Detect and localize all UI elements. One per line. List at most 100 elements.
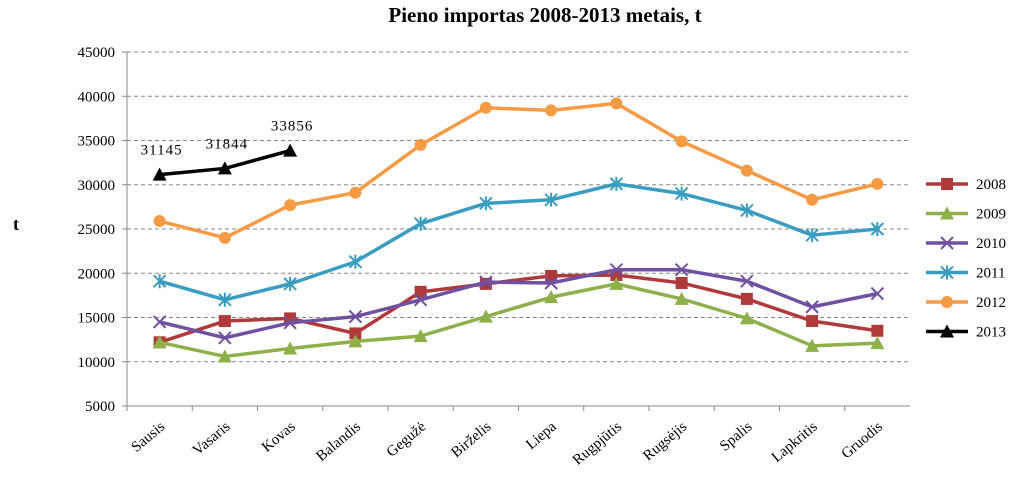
- marker: [413, 293, 428, 307]
- marker: [805, 228, 819, 243]
- legend-label: 2012: [976, 295, 1006, 311]
- marker: [283, 316, 297, 330]
- legend-label: 2009: [976, 207, 1006, 223]
- marker: [284, 199, 297, 212]
- chart-title: Pieno importas 2008-2013 metais, t: [388, 3, 701, 27]
- marker: [609, 276, 624, 290]
- y-tick-label: 10000: [78, 355, 116, 371]
- marker: [218, 315, 231, 328]
- x-tick-label: Birželis: [448, 419, 494, 461]
- y-tick-label: 15000: [78, 311, 116, 327]
- series-line: [159, 273, 878, 344]
- series-line: [159, 182, 878, 302]
- legend-label: 2011: [976, 266, 1005, 282]
- marker: [739, 311, 754, 325]
- marker: [940, 206, 954, 220]
- marker: [740, 203, 754, 218]
- marker: [349, 327, 362, 340]
- marker: [940, 324, 954, 338]
- x-tick-label: Gruodis: [839, 419, 886, 462]
- marker: [740, 164, 753, 177]
- marker: [349, 186, 362, 199]
- marker: [806, 315, 819, 328]
- marker: [610, 97, 623, 110]
- marker: [544, 192, 558, 207]
- marker: [941, 178, 953, 190]
- marker: [544, 290, 559, 304]
- x-tick-label: Rugpjūtis: [570, 419, 625, 469]
- marker: [674, 263, 689, 277]
- marker: [217, 161, 232, 175]
- y-tick-label: 20000: [78, 266, 116, 282]
- marker: [940, 265, 954, 280]
- y-tick-label: 35000: [78, 134, 116, 150]
- marker: [348, 309, 363, 324]
- y-axis-label: t: [13, 214, 19, 234]
- marker: [218, 292, 232, 307]
- x-tick-label: Sausis: [129, 419, 169, 456]
- marker: [414, 138, 427, 151]
- x-tick-label: Spalis: [717, 419, 756, 455]
- data-label: 31844: [206, 136, 249, 152]
- marker: [153, 215, 166, 228]
- marker: [217, 349, 232, 363]
- marker: [218, 331, 232, 345]
- series-line: [159, 101, 878, 240]
- marker: [348, 254, 363, 269]
- x-tick-label: Liepa: [523, 419, 560, 453]
- x-tick-label: Kovas: [259, 419, 299, 456]
- x-tick-label: Lapkritis: [769, 419, 821, 466]
- marker: [152, 315, 167, 329]
- marker: [871, 177, 884, 190]
- marker: [871, 324, 884, 337]
- marker: [675, 276, 688, 289]
- marker: [805, 300, 819, 314]
- y-tick-label: 5000: [85, 399, 115, 415]
- marker: [414, 285, 427, 298]
- marker: [479, 196, 493, 211]
- data-label: 33856: [271, 119, 314, 135]
- marker: [675, 135, 688, 148]
- legend-label: 2013: [976, 325, 1006, 341]
- y-tick-label: 40000: [78, 89, 116, 105]
- marker: [941, 296, 953, 308]
- y-tick-label: 25000: [78, 222, 116, 238]
- marker: [544, 276, 558, 290]
- marker: [283, 143, 298, 157]
- marker: [413, 329, 428, 343]
- y-tick-label: 30000: [78, 178, 116, 194]
- x-tick-label: Balandis: [313, 419, 364, 465]
- marker: [478, 309, 493, 323]
- marker: [870, 336, 885, 350]
- marker: [218, 231, 231, 244]
- x-tick-label: Vasaris: [190, 419, 234, 459]
- marker: [152, 274, 167, 289]
- marker: [545, 104, 558, 117]
- marker: [479, 275, 493, 289]
- marker: [674, 291, 689, 305]
- marker: [805, 338, 820, 352]
- series-line: [159, 267, 878, 340]
- y-tick-label: 45000: [78, 45, 116, 61]
- marker: [870, 286, 885, 301]
- marker: [740, 274, 754, 288]
- x-tick-label: Gegužė: [384, 419, 430, 461]
- marker: [940, 236, 954, 250]
- marker: [609, 176, 624, 191]
- marker: [348, 334, 363, 348]
- legend-label: 2008: [976, 177, 1006, 193]
- marker: [283, 341, 298, 355]
- marker: [870, 222, 885, 236]
- marker: [674, 186, 689, 201]
- marker: [283, 276, 297, 291]
- legend-label: 2010: [976, 236, 1006, 252]
- x-tick-label: Rugsėjis: [640, 419, 690, 465]
- data-label: 31145: [141, 143, 183, 159]
- marker: [740, 292, 753, 305]
- marker: [806, 193, 819, 206]
- marker: [152, 335, 167, 349]
- marker: [609, 263, 624, 277]
- marker: [152, 167, 167, 181]
- series-line: [159, 282, 878, 359]
- marker: [413, 216, 428, 231]
